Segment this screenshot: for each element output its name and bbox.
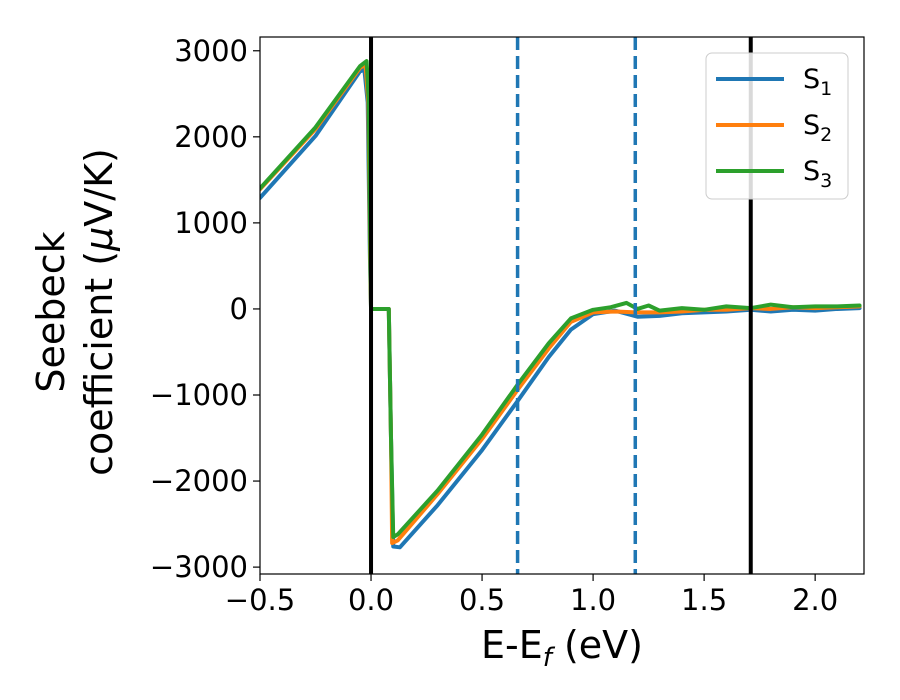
y-axis-label-mu: μ bbox=[77, 227, 121, 252]
x-tick-label: 1.0 bbox=[570, 583, 616, 617]
y-tick-label: 2000 bbox=[174, 120, 248, 154]
y-axis-label-unit: V/K) bbox=[77, 148, 121, 227]
y-tick-label: −2000 bbox=[150, 464, 248, 498]
y-tick-label: −3000 bbox=[150, 550, 248, 584]
y-axis-ticks: −3000 −2000 −1000 0 1000 2000 3000 bbox=[150, 34, 260, 584]
x-tick-label: 1.5 bbox=[681, 583, 727, 617]
x-axis-ticks: −0.5 0.0 0.5 1.0 1.5 2.0 bbox=[225, 574, 838, 617]
vline-layer bbox=[369, 37, 753, 574]
y-tick-label: 3000 bbox=[174, 34, 248, 68]
y-tick-label: 1000 bbox=[174, 206, 248, 240]
x-tick-label: −0.5 bbox=[225, 583, 295, 617]
legend-label-s2: S2 bbox=[803, 110, 832, 146]
legend-label-s1: S1 bbox=[803, 64, 832, 100]
x-tick-label: 2.0 bbox=[792, 583, 838, 617]
plot-frame bbox=[259, 36, 865, 575]
x-tick-label: 0.5 bbox=[459, 583, 505, 617]
x-axis-label: E-Ef (eV) bbox=[481, 623, 643, 673]
y-axis-label-text: coefficient ( bbox=[77, 251, 121, 476]
y-axis-label-line2: coefficient (μV/K) bbox=[77, 148, 121, 476]
y-tick-label: 0 bbox=[230, 292, 248, 326]
legend: S1 S2 S3 bbox=[705, 52, 849, 200]
x-axis-label-unit: (eV) bbox=[552, 623, 643, 667]
x-tick-label: 0.0 bbox=[348, 583, 394, 617]
y-tick-label: −1000 bbox=[150, 378, 248, 412]
x-axis-label-main: E-E bbox=[481, 623, 543, 667]
y-axis-label-line1: Seebeck bbox=[29, 231, 73, 392]
legend-label-s3: S3 bbox=[803, 156, 832, 192]
